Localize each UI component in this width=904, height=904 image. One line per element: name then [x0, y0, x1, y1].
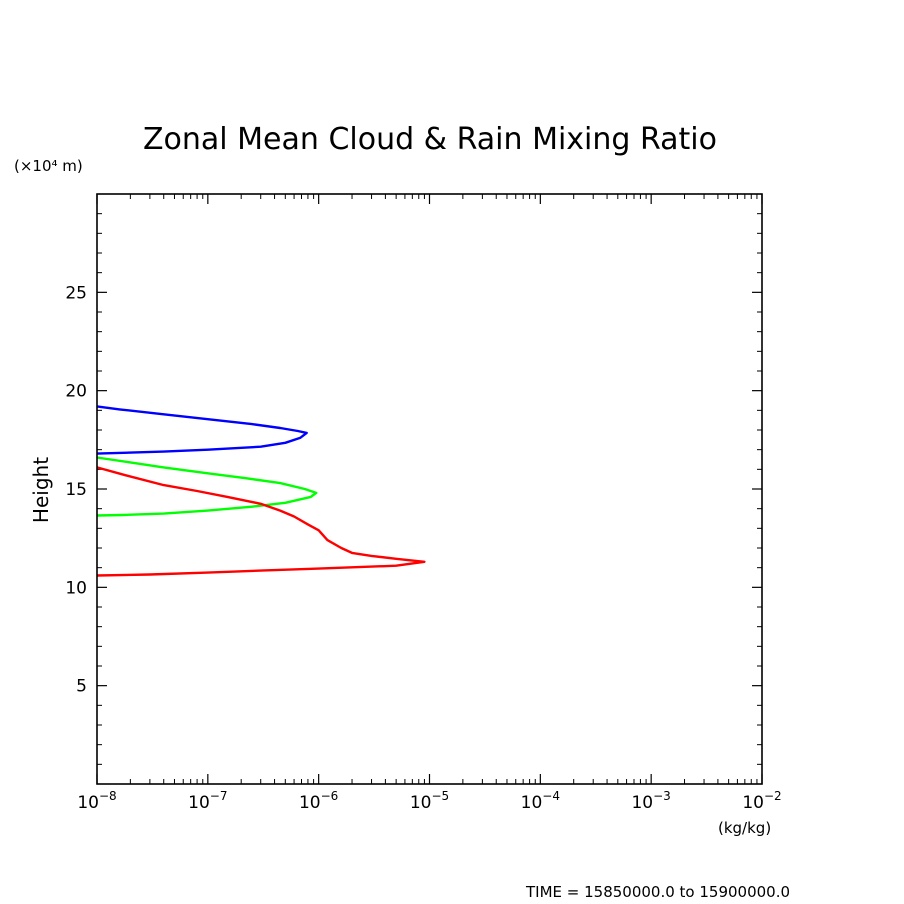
plot-frame	[96, 193, 763, 785]
x-tick-exponent: −8	[99, 789, 117, 803]
y-tick-labels: 5 10 15 20 25	[65, 283, 87, 696]
y-axis-unit: (×10⁴ m)	[14, 157, 83, 175]
x-tick-exponent: −5	[431, 789, 449, 803]
x-tick-exponent: −6	[321, 789, 339, 803]
series-line-3	[96, 466, 426, 577]
y-axis-label: Height	[29, 457, 53, 523]
x-tick-exponent: −3	[653, 789, 671, 803]
x-tick-labels: 10−8 10−7 10−6 10−5 10−4 10−3 10−2	[77, 789, 781, 813]
x-tick-label: 10−8	[77, 789, 116, 813]
x-tick-exponent: −2	[764, 789, 782, 803]
x-tick-label: 10−4	[521, 789, 560, 813]
x-tick-exponent: −7	[210, 789, 228, 803]
x-axis-unit: (kg/kg)	[718, 819, 771, 837]
x-tick-base: 10	[77, 793, 99, 813]
y-tick-label: 15	[65, 480, 87, 500]
x-tick-label: 10−5	[410, 789, 449, 813]
y-tick-label: 25	[65, 283, 87, 303]
x-tick-base: 10	[742, 793, 764, 813]
x-tick-base: 10	[631, 793, 653, 813]
x-tick-label: 10−2	[742, 789, 781, 813]
x-tick-base: 10	[299, 793, 321, 813]
x-tick-label: 10−3	[631, 789, 670, 813]
series-line-1	[96, 405, 308, 455]
x-tick-label: 10−6	[299, 789, 338, 813]
x-tick-exponent: −4	[542, 789, 560, 803]
time-footer: TIME = 15850000.0 to 15900000.0	[525, 883, 790, 901]
x-tick-base: 10	[521, 793, 543, 813]
x-tick-label: 10−7	[188, 789, 227, 813]
y-tick-label: 5	[76, 677, 87, 697]
series-line-2	[96, 456, 318, 517]
axis-ticks	[96, 194, 763, 784]
plot-series	[96, 405, 426, 577]
y-tick-label: 10	[65, 578, 87, 598]
x-tick-base: 10	[188, 793, 210, 813]
y-tick-label: 20	[65, 382, 87, 402]
chart-title: Zonal Mean Cloud & Rain Mixing Ratio	[143, 122, 717, 157]
x-tick-base: 10	[410, 793, 432, 813]
